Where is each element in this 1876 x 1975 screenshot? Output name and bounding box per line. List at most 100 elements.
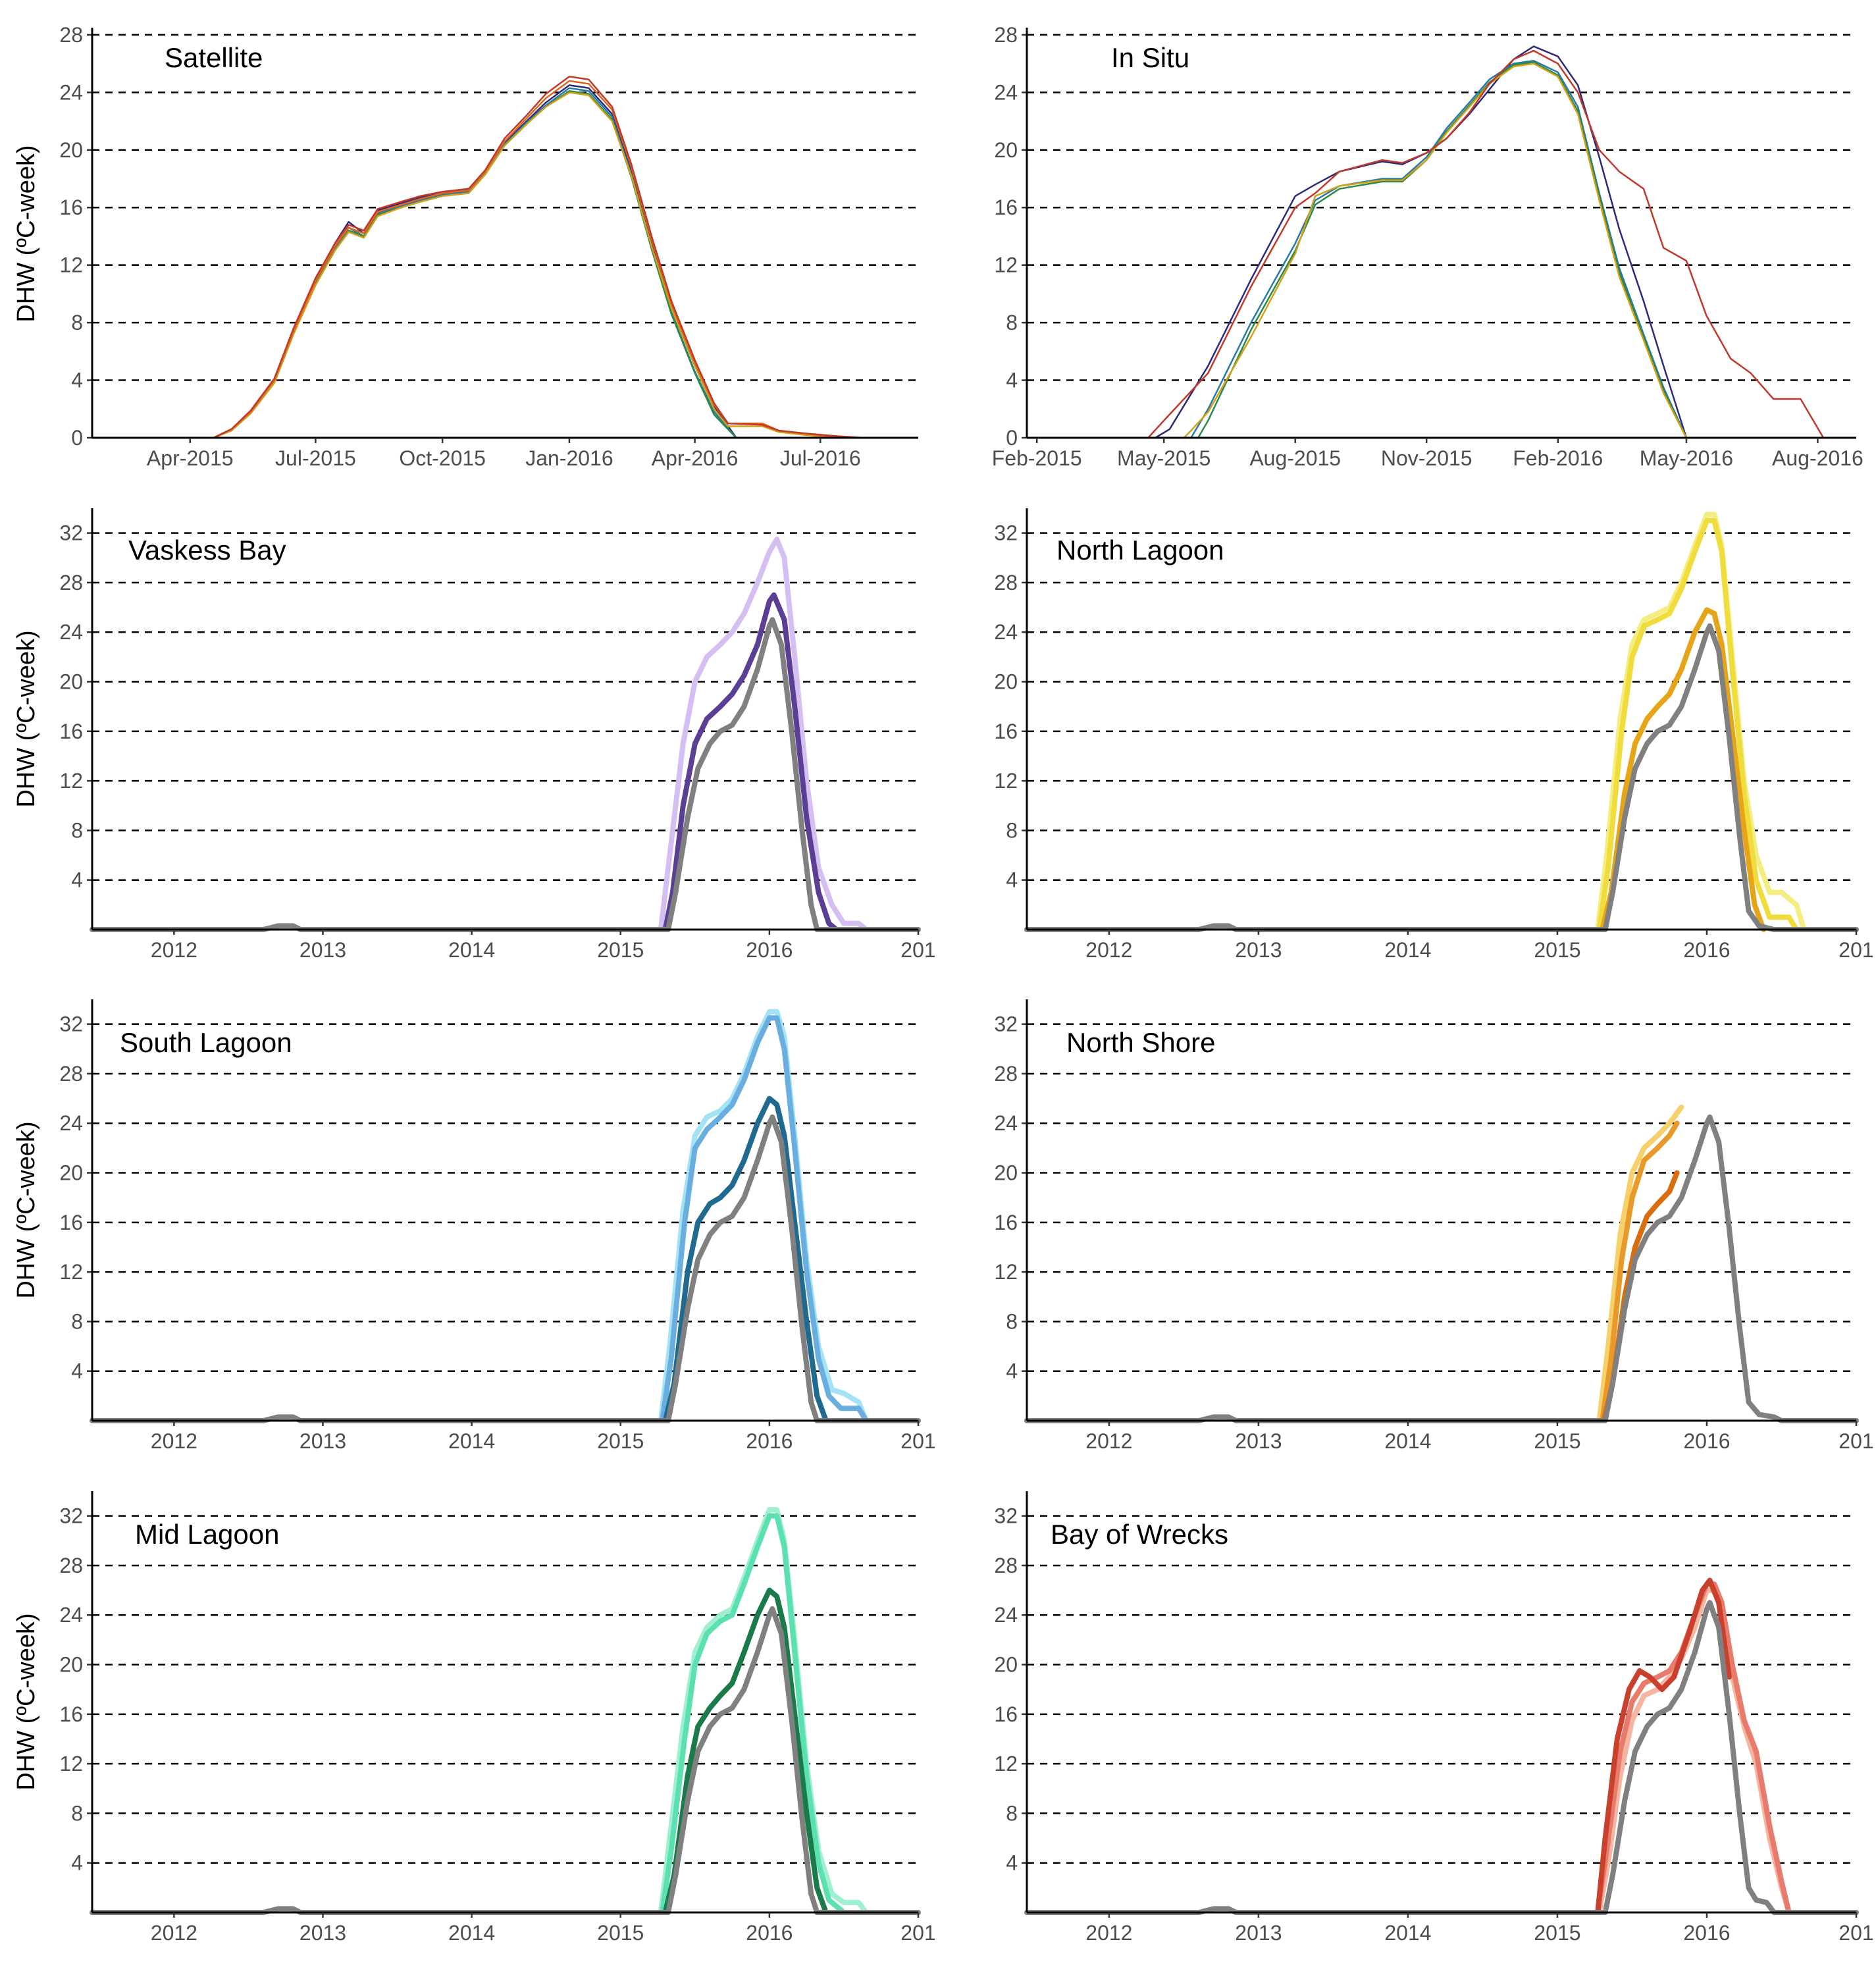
x-tick-label: Nov-2015 <box>1381 446 1472 470</box>
y-tick-label: 24 <box>994 620 1018 644</box>
y-tick-label: 24 <box>994 80 1018 104</box>
y-tick-label: 8 <box>71 818 83 842</box>
y-axis-label: DHW (ºC-week) <box>13 1613 40 1790</box>
y-tick-label: 4 <box>71 369 83 392</box>
series-line-2 <box>1600 1120 1680 1423</box>
panel-mid-lagoon: 4 8 12 16 20 24 28 32 2012 2013 2014 2015 2016 201 Mi… <box>13 1491 936 1945</box>
y-tick-label: 28 <box>59 23 83 47</box>
x-tick-label: 2016 <box>746 1429 793 1453</box>
series-line-3 <box>662 1095 829 1423</box>
series-line-4 <box>90 1606 921 1915</box>
x-tick-label: 2012 <box>1085 1429 1132 1453</box>
y-tick-label: 12 <box>994 1260 1018 1284</box>
series-line-4 <box>90 1114 921 1423</box>
y-tick-label: 28 <box>59 1062 83 1086</box>
axes: 0 4 8 12 16 20 24 28 Feb-2015 May-2015 Aug-2015 Nov… <box>992 23 1863 470</box>
gridlines <box>92 1023 918 1372</box>
y-axis-label: DHW (ºC-week) <box>13 145 40 322</box>
x-tick-label: 2014 <box>448 1429 495 1453</box>
x-tick-label: 2016 <box>746 938 793 962</box>
y-tick-label: 32 <box>994 1013 1018 1036</box>
panel-title: Vaskess Bay <box>128 535 286 566</box>
series-line-6 <box>213 76 864 439</box>
y-tick-label: 32 <box>59 1504 83 1528</box>
x-tick-label: 2015 <box>1534 1921 1580 1945</box>
axes: 4 8 12 16 20 24 28 32 2012 2013 2014 2015 2016 201 <box>994 1491 1874 1945</box>
series-line-2 <box>662 592 839 932</box>
panel-in-situ: 0 4 8 12 16 20 24 28 Feb-2015 May-2015 Aug-2015 Nov… <box>992 23 1863 470</box>
y-tick-label: 4 <box>1006 1851 1018 1875</box>
y-tick-label: 32 <box>994 1504 1018 1528</box>
y-tick-label: 32 <box>994 521 1018 545</box>
x-tick-label: 2012 <box>1085 938 1132 962</box>
x-tick-label: 2012 <box>151 938 197 962</box>
series-group <box>1024 512 1859 932</box>
y-tick-label: 16 <box>59 1211 83 1234</box>
x-tick-label: May-2016 <box>1640 446 1733 470</box>
panel-title: North Shore <box>1066 1027 1215 1058</box>
y-tick-label: 24 <box>59 1603 83 1627</box>
x-tick-label: 2013 <box>300 1429 346 1453</box>
series-line-5 <box>1147 49 1825 439</box>
y-tick-label: 4 <box>71 1851 83 1875</box>
y-tick-label: 8 <box>1006 1801 1018 1825</box>
x-tick-label: 2014 <box>448 1921 495 1945</box>
y-tick-label: 28 <box>59 571 83 594</box>
x-tick-label: Feb-2016 <box>1513 446 1603 470</box>
x-tick-label: Feb-2015 <box>992 446 1082 470</box>
y-tick-label: 16 <box>994 1702 1018 1726</box>
x-tick-label: 2014 <box>1384 938 1431 962</box>
x-tick-label: 2013 <box>300 938 346 962</box>
series-group <box>90 1507 921 1915</box>
panel-bay-of-wrecks: 4 8 12 16 20 24 28 32 2012 2013 2014 2015 2016 201 Ba… <box>994 1491 1874 1945</box>
y-tick-label: 4 <box>1006 1359 1018 1383</box>
gridlines <box>1027 532 1856 881</box>
y-tick-label: 8 <box>1006 311 1018 334</box>
y-tick-label: 20 <box>59 138 83 162</box>
x-tick-label: 201 <box>1838 1921 1873 1945</box>
x-tick-label: 2015 <box>1534 938 1580 962</box>
y-tick-label: 12 <box>59 253 83 277</box>
y-tick-label: 8 <box>1006 1309 1018 1333</box>
y-tick-label: 0 <box>1006 426 1018 450</box>
x-tick-label: 201 <box>1838 1429 1873 1453</box>
series-line-1 <box>1596 1104 1684 1423</box>
y-tick-label: 20 <box>994 1161 1018 1185</box>
series-group <box>213 76 864 439</box>
y-tick-label: 4 <box>71 868 83 892</box>
y-tick-label: 16 <box>59 196 83 219</box>
y-tick-label: 20 <box>59 670 83 694</box>
panel-satellite: 0 4 8 12 16 20 24 28 Apr-2015 Jul-2015 Oct-2015 Jan… <box>13 23 918 470</box>
y-tick-label: 16 <box>59 720 83 743</box>
y-tick-label: 20 <box>994 138 1018 162</box>
gridlines <box>92 1515 918 1864</box>
x-tick-label: 2015 <box>597 1429 644 1453</box>
x-tick-label: 201 <box>900 1921 935 1945</box>
x-tick-label: Jul-2016 <box>780 446 861 470</box>
y-tick-label: 12 <box>59 769 83 793</box>
panel-vaskess-bay: 4 8 12 16 20 24 28 32 2012 2013 2014 2015 2016 201 Va… <box>13 508 936 962</box>
series-line-1 <box>1595 512 1807 932</box>
x-tick-label: 2013 <box>300 1921 346 1945</box>
panel-title: In Situ <box>1111 42 1189 73</box>
y-tick-label: 32 <box>59 521 83 545</box>
panel-title: Satellite <box>165 42 263 73</box>
y-tick-label: 24 <box>59 1111 83 1135</box>
x-tick-label: 2012 <box>1085 1921 1132 1945</box>
y-tick-label: 24 <box>59 620 83 644</box>
panel-south-lagoon: 4 8 12 16 20 24 28 32 2012 2013 2014 2015 2016 201 So… <box>13 999 936 1453</box>
y-tick-label: 20 <box>994 670 1018 694</box>
x-tick-label: 2015 <box>1534 1429 1580 1453</box>
x-tick-label: Oct-2015 <box>399 446 486 470</box>
series-line-2 <box>1190 60 1688 439</box>
y-tick-label: 28 <box>994 1062 1018 1086</box>
axes: 0 4 8 12 16 20 24 28 Apr-2015 Jul-2015 Oct-2015 Jan… <box>59 23 918 470</box>
series-line-4 <box>213 92 834 439</box>
gridlines <box>92 532 918 881</box>
y-tick-label: 28 <box>59 1554 83 1577</box>
axes: 4 8 12 16 20 24 28 32 2012 2013 2014 2015 2016 201 <box>994 508 1874 962</box>
y-tick-label: 8 <box>71 311 83 334</box>
x-tick-label: 2016 <box>746 1921 793 1945</box>
gridlines <box>1027 1515 1856 1864</box>
